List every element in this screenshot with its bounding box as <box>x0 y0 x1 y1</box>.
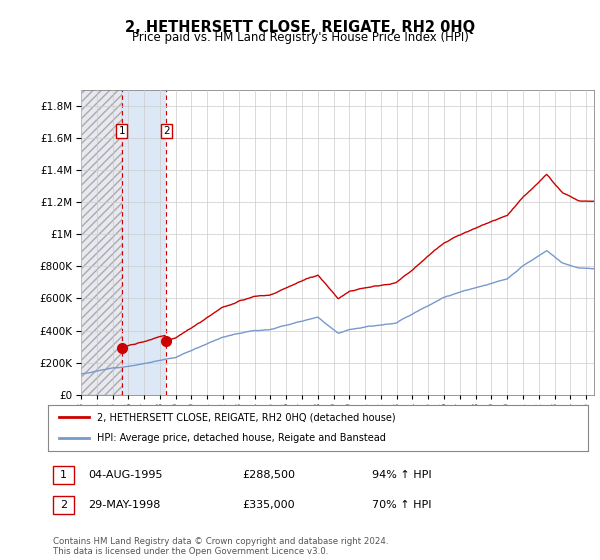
Text: HPI: Average price, detached house, Reigate and Banstead: HPI: Average price, detached house, Reig… <box>97 433 385 444</box>
Bar <box>122 90 166 395</box>
Text: 1: 1 <box>60 470 67 480</box>
Bar <box>81 90 122 395</box>
FancyBboxPatch shape <box>53 496 74 514</box>
Text: 2: 2 <box>163 126 170 136</box>
Text: 94% ↑ HPI: 94% ↑ HPI <box>372 470 431 480</box>
Text: Contains HM Land Registry data © Crown copyright and database right 2024.
This d: Contains HM Land Registry data © Crown c… <box>53 537 389 557</box>
Text: 29-MAY-1998: 29-MAY-1998 <box>89 500 161 510</box>
Text: 2: 2 <box>60 500 67 510</box>
Text: 1: 1 <box>118 126 125 136</box>
Text: 2, HETHERSETT CLOSE, REIGATE, RH2 0HQ: 2, HETHERSETT CLOSE, REIGATE, RH2 0HQ <box>125 20 475 35</box>
FancyBboxPatch shape <box>53 466 74 484</box>
Text: 70% ↑ HPI: 70% ↑ HPI <box>372 500 431 510</box>
Text: 04-AUG-1995: 04-AUG-1995 <box>89 470 163 480</box>
Text: £288,500: £288,500 <box>242 470 295 480</box>
Text: 2, HETHERSETT CLOSE, REIGATE, RH2 0HQ (detached house): 2, HETHERSETT CLOSE, REIGATE, RH2 0HQ (d… <box>97 412 395 422</box>
Text: £335,000: £335,000 <box>242 500 295 510</box>
Text: Price paid vs. HM Land Registry's House Price Index (HPI): Price paid vs. HM Land Registry's House … <box>131 31 469 44</box>
